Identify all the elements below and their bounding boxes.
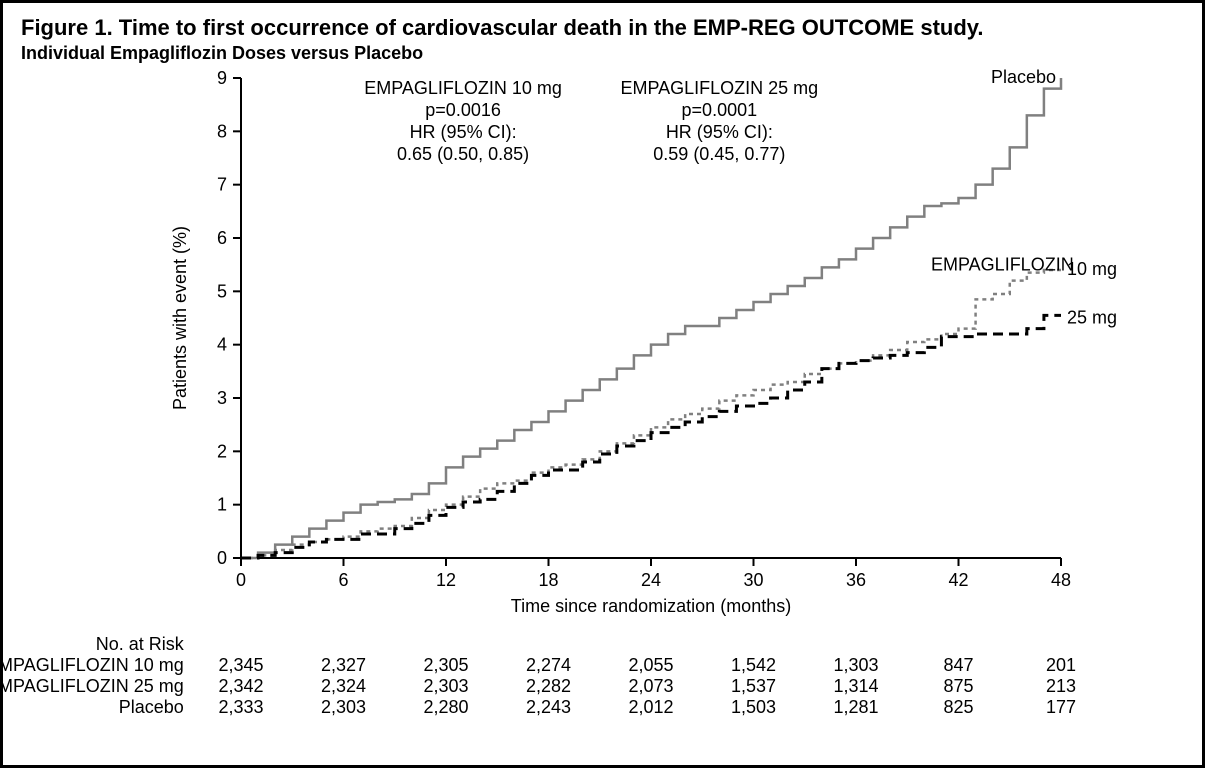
y-axis-label: Patients with event (%) (170, 226, 190, 410)
risk-header-spacer (907, 634, 1010, 655)
x-tick-label: 18 (538, 570, 558, 590)
figure-subtitle: Individual Empagliflozin Doses versus Pl… (21, 43, 1184, 64)
risk-row-label: Placebo (0, 697, 190, 718)
risk-cell: 2,303 (395, 676, 498, 697)
risk-cell: 2,055 (600, 655, 703, 676)
risk-cell: 2,303 (292, 697, 395, 718)
annot-hrlabel-empa25: HR (95% CI): (666, 122, 773, 142)
x-tick-label: 36 (846, 570, 866, 590)
risk-header-spacer (395, 634, 498, 655)
y-tick-label: 0 (217, 548, 227, 568)
risk-cell: 1,303 (805, 655, 908, 676)
risk-cell: 2,280 (395, 697, 498, 718)
x-tick-label: 24 (641, 570, 661, 590)
annot-hrlabel-empa10: HR (95% CI): (410, 122, 517, 142)
y-tick-label: 6 (217, 228, 227, 248)
x-tick-label: 42 (948, 570, 968, 590)
risk-cell: 825 (907, 697, 1010, 718)
y-tick-label: 5 (217, 281, 227, 301)
risk-cell: 2,243 (497, 697, 600, 718)
series-label-empagliflozin: EMPAGLIFLOZIN (931, 255, 1074, 275)
risk-cell: 2,327 (292, 655, 395, 676)
figure-title: Figure 1. Time to first occurrence of ca… (21, 15, 1184, 41)
series-placebo (241, 78, 1061, 558)
risk-cell: 2,305 (395, 655, 498, 676)
x-tick-label: 0 (236, 570, 246, 590)
risk-cell: 1,281 (805, 697, 908, 718)
risk-cell: 1,314 (805, 676, 908, 697)
annot-title-empa25: EMPAGLIFLOZIN 25 mg (620, 78, 818, 98)
risk-cell: 875 (907, 676, 1010, 697)
risk-cell: 201 (1010, 655, 1113, 676)
annot-title-empa10: EMPAGLIFLOZIN 10 mg (364, 78, 562, 98)
risk-cell: 2,345 (190, 655, 293, 676)
annot-hrvalue-empa10: 0.65 (0.50, 0.85) (397, 144, 529, 164)
annot-p-empa25: p=0.0001 (682, 100, 758, 120)
risk-cell: 1,537 (702, 676, 805, 697)
y-tick-label: 7 (217, 175, 227, 195)
series-label-placebo: Placebo (991, 68, 1056, 87)
risk-row-label: EMPAGLIFLOZIN 10 mg (0, 655, 190, 676)
y-tick-label: 9 (217, 68, 227, 88)
figure-frame: Figure 1. Time to first occurrence of ca… (0, 0, 1205, 768)
risk-header: No. at Risk (0, 634, 190, 655)
y-tick-label: 2 (217, 441, 227, 461)
x-axis-label: Time since randomization (months) (511, 596, 791, 616)
series-label-empa25: 25 mg (1067, 307, 1117, 327)
risk-cell: 847 (907, 655, 1010, 676)
risk-cell: 213 (1010, 676, 1113, 697)
x-tick-label: 6 (338, 570, 348, 590)
y-tick-label: 3 (217, 388, 227, 408)
risk-cell: 2,012 (600, 697, 703, 718)
risk-cell: 2,333 (190, 697, 293, 718)
risk-header-spacer (1010, 634, 1113, 655)
risk-header-spacer (600, 634, 703, 655)
x-tick-label: 30 (743, 570, 763, 590)
series-label-empa10: 10 mg (1067, 259, 1117, 279)
risk-row-label: EMPAGLIFLOZIN 25 mg (0, 676, 190, 697)
annot-hrvalue-empa25: 0.59 (0.45, 0.77) (653, 144, 785, 164)
chart-container: 01234567890612182430364248Time since ran… (21, 68, 1184, 628)
risk-cell: 2,282 (497, 676, 600, 697)
risk-cell: 2,073 (600, 676, 703, 697)
risk-cell: 2,324 (292, 676, 395, 697)
km-chart: 01234567890612182430364248Time since ran… (21, 68, 1181, 628)
risk-cell: 2,274 (497, 655, 600, 676)
risk-cell: 1,542 (702, 655, 805, 676)
risk-header-spacer (292, 634, 395, 655)
annot-p-empa10: p=0.0016 (425, 100, 501, 120)
y-tick-label: 4 (217, 335, 227, 355)
risk-header-spacer (702, 634, 805, 655)
risk-header-spacer (805, 634, 908, 655)
risk-header-spacer (190, 634, 293, 655)
y-tick-label: 8 (217, 121, 227, 141)
series-empa10 (241, 270, 1061, 558)
risk-cell: 1,503 (702, 697, 805, 718)
risk-cell: 2,342 (190, 676, 293, 697)
risk-cell: 177 (1010, 697, 1113, 718)
risk-header-spacer (497, 634, 600, 655)
at-risk-table: No. at RiskEMPAGLIFLOZIN 10 mg2,3452,327… (21, 634, 1184, 718)
x-tick-label: 48 (1051, 570, 1071, 590)
x-tick-label: 12 (436, 570, 456, 590)
y-tick-label: 1 (217, 495, 227, 515)
